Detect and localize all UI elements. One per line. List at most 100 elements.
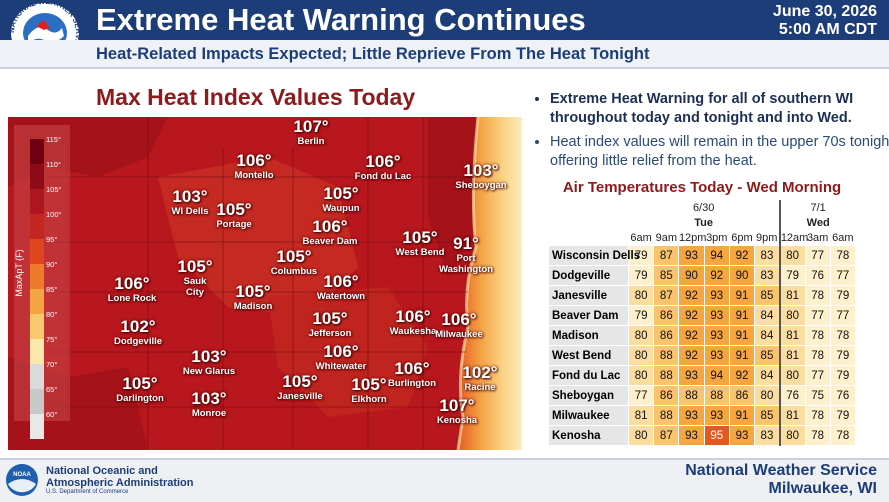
heat-map: MaxApT (F) 115° 110° 105° 100° 95° 90° 85° 80° 7… bbox=[8, 117, 522, 450]
heat-index-value: 106° bbox=[441, 310, 477, 329]
temperature: 80 bbox=[627, 325, 655, 346]
temperature: 80 bbox=[778, 425, 806, 446]
time: 3am bbox=[805, 230, 831, 246]
issue-time: June 30, 2026 5:00 AM CDT bbox=[773, 3, 877, 39]
legend-swatch bbox=[30, 264, 44, 289]
temperature: 93 bbox=[678, 245, 705, 266]
map-label: 102° Dodgeville bbox=[114, 317, 162, 348]
heat-index-value: 106° bbox=[236, 151, 272, 170]
time: 6pm bbox=[729, 230, 755, 246]
noaa-logo-text: NOAA bbox=[13, 472, 31, 478]
day: Tue bbox=[628, 215, 780, 230]
time: 5:00 AM CDT bbox=[778, 21, 877, 38]
location: Janesville bbox=[548, 285, 629, 306]
temperature: 90 bbox=[728, 265, 756, 286]
heat-index-value: 107° bbox=[293, 117, 329, 136]
temperature: 93 bbox=[703, 325, 730, 346]
legend-swatch bbox=[30, 339, 44, 364]
legend: 115° 110° 105° 100° 95° 90° 85° 80° 75° 70° 65° 60° bbox=[30, 135, 62, 439]
place-name: Waupun bbox=[322, 203, 360, 214]
temperature: 92 bbox=[678, 325, 705, 346]
temperature: 79 bbox=[627, 265, 655, 286]
heat-index-value: 105° bbox=[351, 375, 387, 394]
temperature: 78 bbox=[804, 405, 831, 426]
heat-index-value: 91° bbox=[453, 234, 479, 253]
heat-index-value: 102° bbox=[462, 363, 498, 382]
temperature: 88 bbox=[678, 385, 705, 406]
temperature: 85 bbox=[754, 285, 781, 306]
temperature: 78 bbox=[804, 285, 831, 306]
place-name: WI Dells bbox=[171, 206, 209, 217]
place-name: Kenosha bbox=[436, 415, 478, 426]
temperature: 79 bbox=[829, 345, 857, 366]
date-row: 6/30 7/1 bbox=[548, 200, 856, 215]
temperature: 80 bbox=[778, 245, 806, 266]
time: 12pm bbox=[678, 230, 707, 246]
map-label: 107° Kenosha bbox=[436, 397, 478, 427]
heat-index-value: 105° bbox=[177, 257, 213, 276]
time: 12am bbox=[778, 230, 809, 246]
temperature: 79 bbox=[627, 245, 655, 266]
place-name: Darlington bbox=[116, 393, 164, 404]
map-label: 91° Port Washington bbox=[436, 234, 496, 276]
map-label: 107° Berlin bbox=[293, 117, 329, 148]
heat-index-value: 102° bbox=[120, 317, 156, 336]
temperature: 81 bbox=[778, 405, 806, 426]
place-name: Columbus bbox=[270, 266, 318, 277]
location: Milwaukee bbox=[548, 405, 629, 426]
map-label: 106° Burlington bbox=[387, 359, 437, 390]
temperature: 77 bbox=[804, 305, 831, 326]
time: 6am bbox=[830, 230, 856, 246]
heat-index-value: 105° bbox=[122, 374, 158, 393]
heat-index-value: 106° bbox=[312, 217, 348, 236]
temperature: 85 bbox=[754, 345, 781, 366]
map-label: 105° Elkhorn bbox=[351, 375, 387, 406]
heat-index-value: 106° bbox=[394, 359, 430, 378]
temperature: 85 bbox=[754, 405, 781, 426]
temperature: 81 bbox=[778, 345, 806, 366]
legend-swatch bbox=[30, 414, 44, 439]
legend-tick-label: 105° bbox=[46, 185, 62, 194]
bullet: Extreme Heat Warning for all of southern… bbox=[550, 90, 889, 128]
location: Madison bbox=[548, 325, 629, 346]
temperature: 88 bbox=[703, 385, 730, 406]
location: Wisconsin Dells bbox=[548, 245, 640, 266]
temperature: 84 bbox=[754, 305, 781, 326]
heat-index-value: 103° bbox=[191, 389, 227, 408]
map-title: Max Heat Index Values Today bbox=[96, 84, 416, 110]
temperature: 77 bbox=[804, 245, 831, 266]
temperature: 87 bbox=[653, 245, 680, 266]
place-name: Jefferson bbox=[308, 328, 352, 339]
legend-tick-label: 90° bbox=[46, 260, 57, 269]
temperature: 93 bbox=[703, 345, 730, 366]
heat-index-value: 105° bbox=[402, 228, 438, 247]
temperature: 77 bbox=[829, 265, 857, 286]
place-name: Berlin bbox=[297, 136, 325, 147]
temperature: 94 bbox=[703, 365, 730, 386]
temperature: 76 bbox=[778, 385, 806, 406]
map-label: 105° Portage bbox=[216, 201, 251, 231]
temperature: 88 bbox=[653, 365, 680, 386]
blank bbox=[548, 230, 629, 246]
legend-tick-label: 60° bbox=[46, 410, 57, 419]
temperature: 86 bbox=[653, 385, 680, 406]
place-name: Burlington bbox=[387, 378, 437, 389]
temperature: 78 bbox=[804, 345, 831, 366]
table-row: Madison 80 86 92 93 91 84 81 78 78 bbox=[548, 325, 857, 346]
date: June 30, 2026 bbox=[772, 3, 877, 20]
temperature: 78 bbox=[829, 425, 857, 446]
legend-tick-label: 100° bbox=[46, 210, 62, 219]
temperature: 93 bbox=[703, 305, 730, 326]
map-label: 105° Columbus bbox=[270, 248, 318, 278]
temperature: 78 bbox=[804, 425, 831, 446]
temperature: 87 bbox=[653, 425, 680, 446]
temperature: 79 bbox=[627, 305, 655, 326]
table-row: Sheboygan 77 86 88 88 86 80 76 75 76 bbox=[548, 385, 857, 406]
temperature: 77 bbox=[627, 385, 655, 406]
map-label: 103° WI Dells bbox=[171, 188, 209, 218]
temperature: 88 bbox=[653, 345, 680, 366]
temperature-table: 6/30 7/1 Tue Wed 6am 9am 12pm 3pm 6pm 9pm 12am 3am 6… bbox=[548, 200, 857, 446]
map-label: 106° Watertown bbox=[317, 273, 365, 303]
time: 3pm bbox=[704, 230, 730, 246]
bullet: Heat index values will remain in the upp… bbox=[550, 133, 889, 171]
